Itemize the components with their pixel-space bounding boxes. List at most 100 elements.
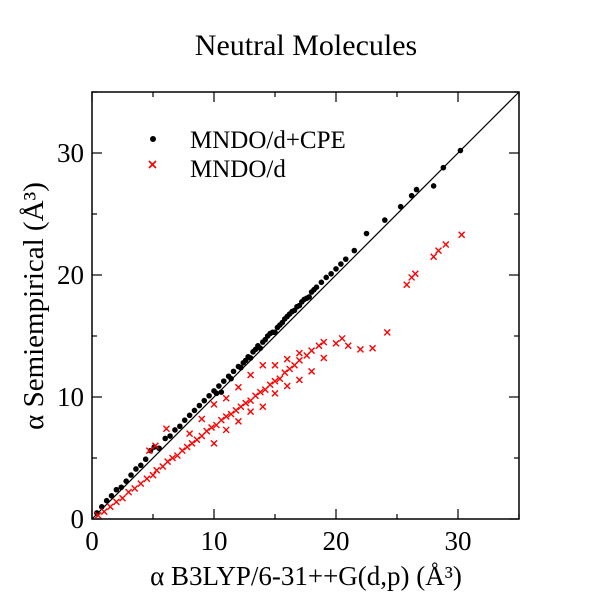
data-point-x (198, 415, 206, 423)
data-point-dot (133, 466, 139, 472)
data-point-x (222, 413, 230, 421)
data-point-x (286, 365, 294, 373)
reference-line-path (91, 91, 520, 520)
data-point-dot (147, 447, 154, 454)
data-point-x (266, 381, 274, 389)
data-point-x (232, 406, 240, 414)
data-point-dot (201, 397, 208, 404)
data-point-x (281, 369, 289, 377)
data-point-dot (113, 486, 120, 493)
data-point-dot (351, 247, 358, 254)
data-point-dot (142, 456, 149, 463)
data-point-dot (333, 266, 339, 272)
series-mndo-d-cpe (94, 147, 464, 516)
data-point-x (344, 342, 352, 350)
data-point-x (222, 394, 230, 402)
x-tick-label: 10 (201, 526, 228, 556)
data-point-x (162, 425, 170, 433)
data-point-x (271, 377, 279, 385)
data-point-dot (306, 294, 312, 300)
data-point-x (369, 344, 377, 352)
y-tick-label: 30 (57, 138, 84, 168)
data-point-x (356, 345, 364, 353)
data-point-x (295, 356, 303, 364)
data-point-dot (228, 375, 234, 382)
data-point-dot (98, 504, 105, 510)
data-point-x (151, 442, 159, 450)
data-point-dot (257, 345, 264, 352)
data-point-x (434, 247, 442, 255)
data-point-x (112, 498, 120, 506)
axes: 0 10 20 30 0 10 20 30 (57, 91, 520, 556)
y-tick-label: 10 (57, 382, 84, 412)
data-point-dot (363, 230, 370, 237)
data-point-x (227, 410, 235, 418)
data-point-dot (430, 183, 437, 189)
data-point-x (276, 375, 284, 383)
data-point-x (222, 426, 230, 434)
data-point-x (94, 511, 102, 519)
data-point-dot (181, 417, 188, 423)
legend-marker-dot (150, 136, 156, 142)
data-point-dot (103, 497, 110, 504)
data-point-x (308, 347, 316, 355)
data-point-dot (291, 307, 298, 314)
data-point-x (193, 436, 201, 444)
data-point-dot (220, 378, 227, 384)
data-point-dot (457, 147, 464, 154)
data-point-x (149, 471, 157, 479)
data-point-x (383, 328, 391, 336)
data-point-dot (440, 164, 447, 171)
data-point-x (210, 439, 218, 447)
data-point-dot (281, 316, 288, 322)
data-point-dot (118, 484, 125, 491)
data-point-x (411, 270, 419, 278)
data-point-dot (230, 368, 237, 375)
data-point-dot (162, 435, 168, 442)
data-point-x (183, 443, 191, 451)
data-point-x (442, 241, 450, 248)
data-point-dot (323, 274, 330, 281)
data-point-dot (128, 472, 134, 478)
data-point-x (153, 466, 161, 474)
data-point-x (320, 338, 328, 346)
data-point-dot (252, 346, 259, 353)
data-point-x (186, 430, 194, 438)
chart-title: Neutral Molecules (195, 29, 417, 62)
data-point-x (164, 458, 172, 466)
data-point-dot (338, 261, 344, 267)
data-point-x (403, 281, 411, 289)
data-point-dot (262, 336, 269, 343)
data-point-x (251, 392, 259, 400)
data-point-dot (218, 389, 225, 395)
data-point-dot (286, 311, 293, 317)
data-point-dot (382, 217, 388, 223)
data-point-x (283, 355, 291, 363)
data-point-dot (296, 302, 303, 309)
legend-label-mndo-d-cpe: MNDO/d+CPE (190, 127, 346, 154)
data-point-dot (342, 256, 349, 262)
data-point-x (458, 231, 466, 239)
data-point-x (100, 508, 108, 516)
data-point-dot (167, 433, 173, 439)
data-point-dot (272, 329, 278, 336)
x-tick-label: 0 (85, 526, 99, 556)
legend-label-mndo-d: MNDO/d (190, 156, 286, 183)
data-point-dot (213, 390, 220, 397)
data-point-dot (311, 286, 317, 293)
data-point-x (137, 480, 145, 488)
data-point-x (178, 447, 186, 455)
legend-marker-x (148, 160, 157, 169)
data-point-x (169, 454, 177, 462)
data-point-x (338, 334, 346, 342)
data-point-x (271, 389, 279, 397)
data-point-dot (196, 402, 203, 409)
data-point-dot (277, 322, 283, 328)
data-point-x (320, 354, 328, 362)
data-point-dot (206, 392, 212, 399)
data-point-dot (397, 203, 404, 210)
data-point-x (295, 349, 303, 357)
data-point-dot (238, 364, 244, 371)
data-point-x (143, 475, 151, 483)
